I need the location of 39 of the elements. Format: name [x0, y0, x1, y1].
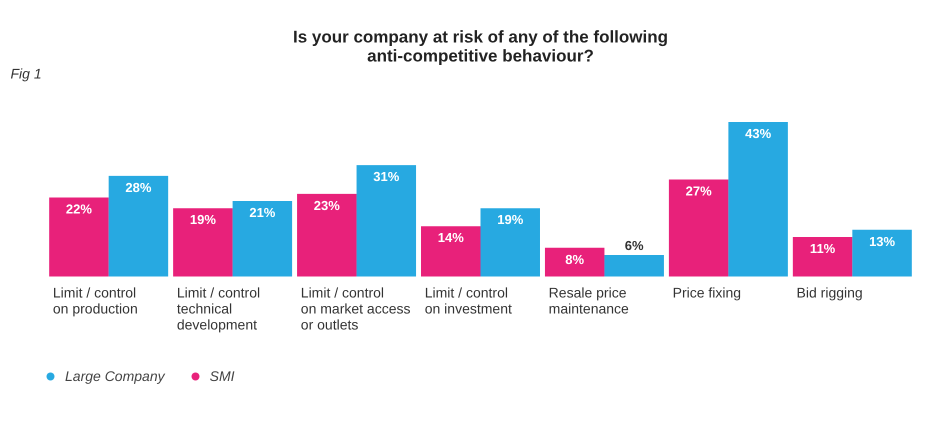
x-tick-label: Limit / control on market access or outlets	[300, 284, 410, 332]
x-tick-label: Limit / control technical development	[176, 284, 260, 332]
bar	[544, 248, 604, 276]
bar	[297, 194, 357, 276]
data-label: 28%	[125, 180, 152, 195]
data-label: 19%	[190, 212, 216, 228]
x-tick-label: Bid rigging	[796, 284, 863, 300]
bar	[604, 254, 664, 276]
data-label: 22%	[66, 201, 92, 216]
bar	[668, 180, 728, 276]
bar	[356, 165, 416, 276]
x-tick-label: Resale price maintenance	[548, 284, 630, 316]
data-label: 19%	[497, 212, 524, 228]
data-label: 6%	[624, 238, 644, 253]
bar	[421, 226, 480, 276]
data-label: 8%	[565, 252, 585, 267]
caption: Fig 1	[10, 66, 42, 82]
data-label: 43%	[745, 126, 772, 142]
bar	[232, 201, 292, 276]
chart-title: Is your company at risk of any of the following anti-competitive behaviour?	[293, 28, 668, 66]
data-label: 23%	[314, 198, 340, 213]
data-label: 13%	[869, 234, 896, 249]
bar	[173, 208, 233, 276]
bar	[108, 176, 168, 276]
data-label: 31%	[373, 169, 400, 184]
data-label: 14%	[438, 230, 464, 246]
x-tick-label: Limit / control on investment	[424, 284, 512, 316]
data-label: 11%	[810, 240, 836, 256]
data-label: 27%	[686, 184, 712, 199]
bar	[49, 197, 109, 276]
bar	[480, 208, 540, 276]
bar	[728, 122, 788, 276]
data-label: 21%	[249, 205, 276, 220]
bar	[852, 230, 912, 276]
x-tick-label: Price fixing	[672, 284, 742, 300]
legend-label: SMI	[210, 368, 235, 384]
bar	[792, 236, 852, 276]
legend-label: Large Company	[65, 368, 165, 384]
x-tick-label: Limit / control on production	[52, 284, 138, 316]
